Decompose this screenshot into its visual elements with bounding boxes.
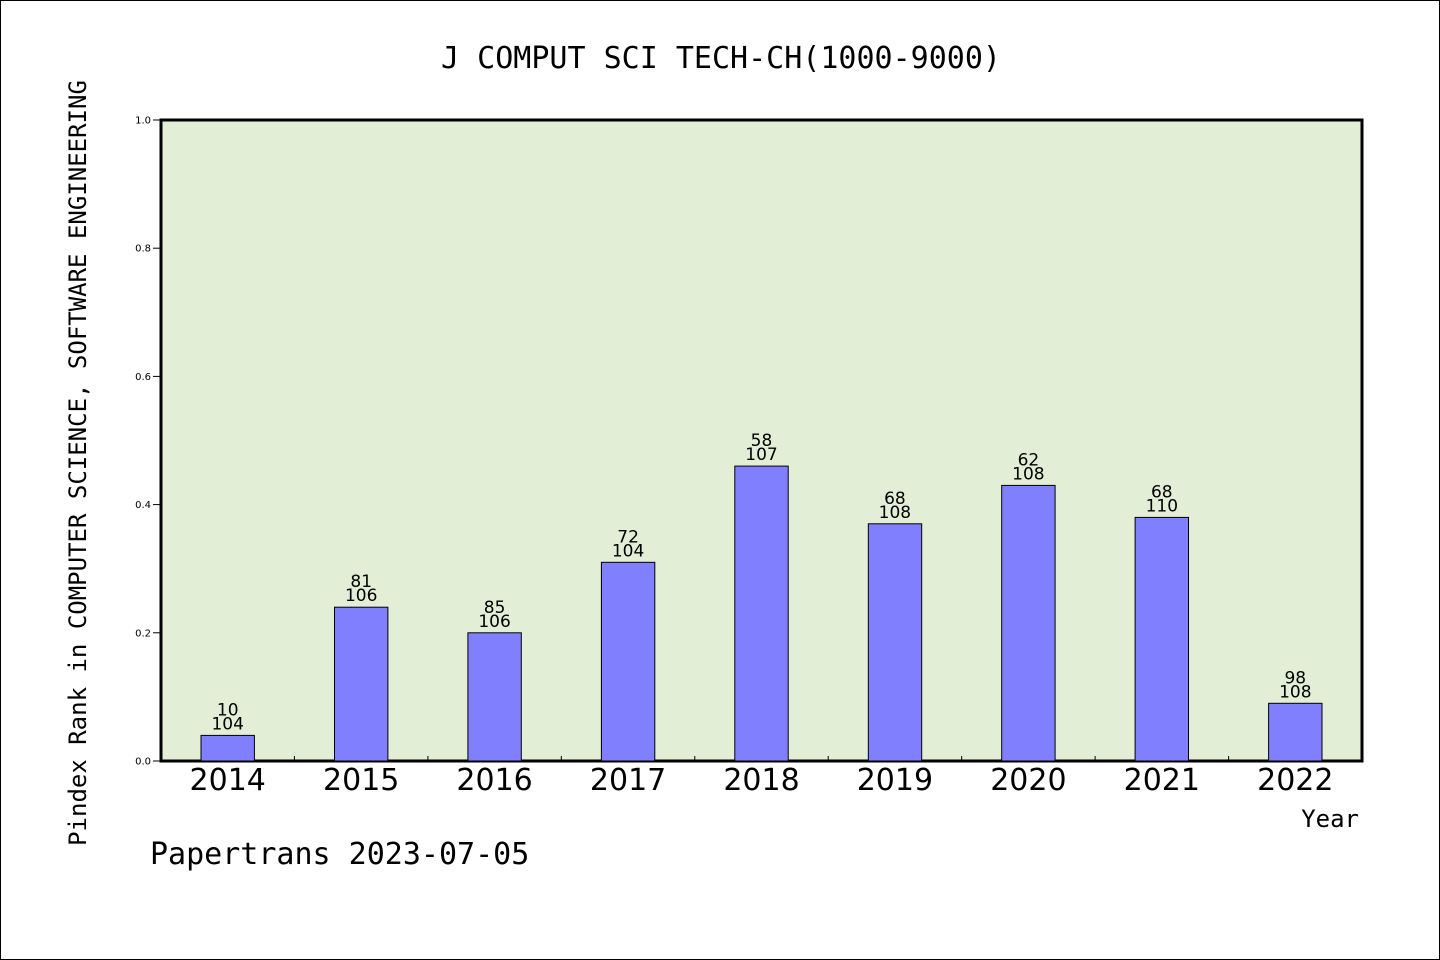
y-tick-label: 0.2 [135, 628, 151, 639]
x-tick-label: 2014 [190, 763, 266, 798]
y-tick-label: 1.0 [135, 116, 151, 127]
chart-title: J COMPUT SCI TECH-CH(1000-9000) [441, 41, 1001, 76]
bar-total-label: 108 [1012, 464, 1044, 484]
bar-2022 [1268, 702, 1323, 762]
y-tick-label: 0.6 [135, 372, 151, 383]
bar-2014 [200, 734, 255, 762]
x-axis-label: Year [1301, 805, 1359, 833]
bar-total-label: 108 [1279, 682, 1311, 702]
bar-rank-label: 68 [1151, 482, 1173, 502]
x-tick-label: 2018 [723, 763, 799, 798]
x-tick-label: 2015 [323, 763, 399, 798]
bar-2020 [1001, 484, 1056, 762]
footer-credit: Papertrans 2023-07-05 [150, 837, 529, 872]
x-tick-label: 2019 [857, 763, 933, 798]
bar-rank-label: 68 [884, 489, 906, 509]
bar-rank-label: 81 [350, 572, 372, 592]
y-axis-ticks: 0.0 0.2 0.4 0.6 0.8 1.0 [135, 116, 161, 768]
y-axis-label: Pindex Rank in COMPUTER SCIENCE, SOFTWAR… [64, 80, 92, 846]
bar-rank-label: 98 [1284, 668, 1306, 688]
x-axis-ticks: 2014 2015 2016 2017 2018 2019 2020 2021 2022 [190, 763, 1334, 798]
bar-total-label: 110 [1146, 496, 1178, 516]
x-tick-label: 2020 [990, 763, 1066, 798]
x-tick-label: 2021 [1124, 763, 1200, 798]
x-tick-label: 2017 [590, 763, 666, 798]
bar-rank-label: 85 [484, 598, 506, 618]
x-tick-label: 2016 [456, 763, 532, 798]
bar-total-label: 108 [879, 503, 911, 523]
bar-total-label: 106 [345, 586, 377, 606]
bar-rank-label: 62 [1018, 450, 1040, 470]
bar-total-label: 104 [612, 541, 644, 561]
bar-2021 [1134, 516, 1189, 762]
x-tick-label: 2022 [1257, 763, 1333, 798]
bar-total-label: 104 [211, 714, 243, 734]
bar-rank-label: 72 [617, 527, 639, 547]
bar-2017 [600, 561, 656, 762]
bar-total-label: 106 [478, 612, 510, 632]
bar-total-label: 107 [745, 445, 777, 465]
bar-2015 [334, 606, 389, 762]
bars-layer: 1010481106851067210458107681086210868110… [200, 431, 1323, 762]
y-tick-label: 0.4 [135, 500, 151, 511]
bar-rank-label: 58 [751, 431, 773, 451]
bar-2016 [467, 632, 522, 762]
bar-2019 [867, 523, 923, 762]
y-tick-label: 0.0 [135, 757, 151, 768]
bar-2018 [734, 465, 789, 762]
bar-rank-label: 10 [217, 700, 239, 720]
y-tick-label: 0.8 [135, 244, 151, 255]
